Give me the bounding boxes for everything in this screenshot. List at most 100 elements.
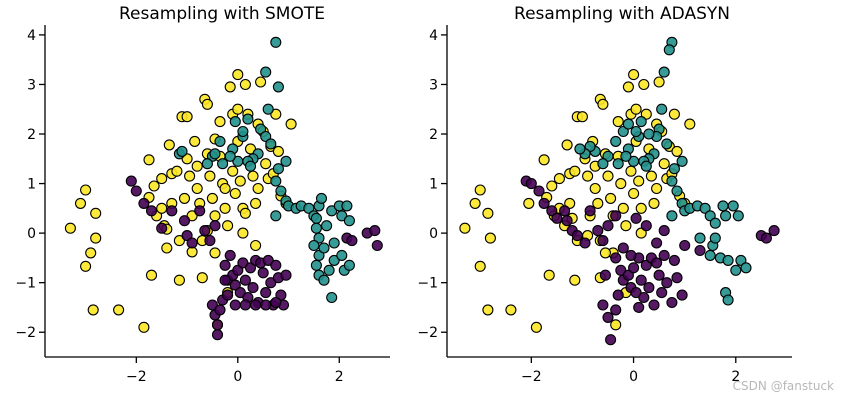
- scatter-point: [341, 200, 353, 212]
- scatter-point: [615, 178, 627, 190]
- scatter-point: [310, 259, 322, 271]
- scatter-point: [630, 103, 642, 115]
- scatter-point: [630, 287, 642, 299]
- scatter-point: [656, 287, 668, 299]
- scatter-point: [651, 182, 663, 195]
- scatter-point: [679, 239, 691, 252]
- scatter-point: [661, 277, 673, 289]
- scatter-point: [234, 175, 246, 187]
- scatter-point: [280, 155, 292, 167]
- scatter-point: [321, 220, 333, 232]
- scatter-point: [574, 143, 586, 155]
- scatter-point: [546, 180, 558, 192]
- scatter-point: [658, 158, 670, 170]
- scatter-point: [130, 185, 142, 197]
- scatter-point: [469, 197, 481, 209]
- scatter-point: [699, 202, 711, 214]
- scatter-point: [156, 222, 168, 234]
- scatter-point: [523, 197, 535, 209]
- scatter-point: [260, 287, 272, 299]
- scatter-point: [612, 116, 624, 128]
- x-tick-label: 2: [335, 369, 344, 385]
- scatter-point: [630, 125, 642, 138]
- scatter-point: [732, 210, 744, 222]
- scatter-point: [671, 272, 683, 284]
- scatter-point: [285, 118, 297, 130]
- y-tick-label: −2: [417, 325, 438, 341]
- scatter-point: [310, 212, 322, 224]
- scatter-point: [229, 187, 241, 200]
- scatter-point: [684, 118, 696, 130]
- scatter-point: [709, 217, 721, 229]
- scatter-point: [597, 235, 609, 247]
- scatter-point: [265, 138, 277, 150]
- scatter-point: [760, 232, 772, 244]
- scatter-point: [730, 264, 742, 276]
- scatter-point: [740, 262, 752, 274]
- scatter-point: [201, 98, 213, 110]
- scatter-point: [64, 222, 76, 234]
- scatter-point: [209, 220, 221, 232]
- x-tick-label: −2: [126, 369, 147, 385]
- chart-title: Resampling with SMOTE: [119, 4, 325, 24]
- scatter-point: [206, 192, 218, 204]
- y-tick-label: 3: [27, 77, 36, 93]
- scatter-point: [224, 150, 236, 162]
- scatter-point: [569, 274, 581, 286]
- scatter-point: [229, 279, 241, 291]
- scatter-point: [257, 267, 269, 279]
- y-tick-label: 1: [429, 177, 438, 193]
- scatter-point: [592, 197, 604, 209]
- scatter-point: [229, 299, 241, 311]
- scatter-point: [326, 291, 338, 304]
- scatter-point: [610, 319, 622, 331]
- scatter-point: [622, 81, 634, 93]
- scatter-point: [617, 202, 629, 214]
- y-tick-label: 1: [27, 177, 36, 193]
- y-tick-label: 0: [429, 226, 438, 242]
- scatter-point: [145, 205, 158, 217]
- scatter-point: [171, 165, 183, 177]
- scatter-point: [237, 125, 249, 138]
- scatter-point: [671, 185, 683, 197]
- scatter-point: [201, 158, 213, 170]
- series-2-points: [125, 175, 383, 341]
- scatter-point: [178, 215, 191, 227]
- scatter-point: [643, 282, 655, 294]
- scatter-point: [717, 200, 729, 212]
- scatter-point: [184, 170, 196, 182]
- scatter-point: [227, 165, 239, 177]
- scatter-point: [336, 249, 348, 261]
- adasyn-scatter-panel: Resampling with ADASYN −2 −1 0 1 2 3 4 −2 0 2: [417, 4, 792, 385]
- scatter-point: [505, 304, 517, 316]
- scatter-point: [553, 173, 565, 185]
- scatter-point: [651, 237, 663, 249]
- scatter-point: [576, 111, 588, 123]
- series-2-points: [520, 175, 780, 346]
- scatter-point: [369, 225, 381, 237]
- scatter-point: [232, 69, 244, 81]
- scatter-point: [551, 212, 563, 224]
- scatter-point: [612, 289, 624, 301]
- x-tick-label: 2: [731, 369, 740, 385]
- scatter-point: [633, 301, 645, 313]
- scatter-point: [272, 81, 284, 93]
- scatter-point: [323, 264, 335, 276]
- scatter-point: [346, 235, 358, 247]
- scatter-point: [597, 299, 609, 311]
- scatter-point: [533, 185, 545, 197]
- scatter-point: [270, 296, 282, 309]
- scatter-point: [255, 76, 267, 88]
- y-tick-label: −2: [15, 325, 36, 341]
- scatter-point: [658, 66, 670, 78]
- scatter-point: [768, 225, 780, 237]
- scatter-point: [546, 205, 558, 217]
- scatter-point: [270, 210, 282, 222]
- scatter-point: [633, 175, 645, 187]
- scatter-point: [484, 232, 496, 244]
- scatter-point: [209, 148, 221, 160]
- scatter-point: [214, 135, 226, 147]
- scatter-point: [676, 155, 688, 167]
- scatter-point: [196, 272, 208, 284]
- scatter-point: [343, 215, 355, 227]
